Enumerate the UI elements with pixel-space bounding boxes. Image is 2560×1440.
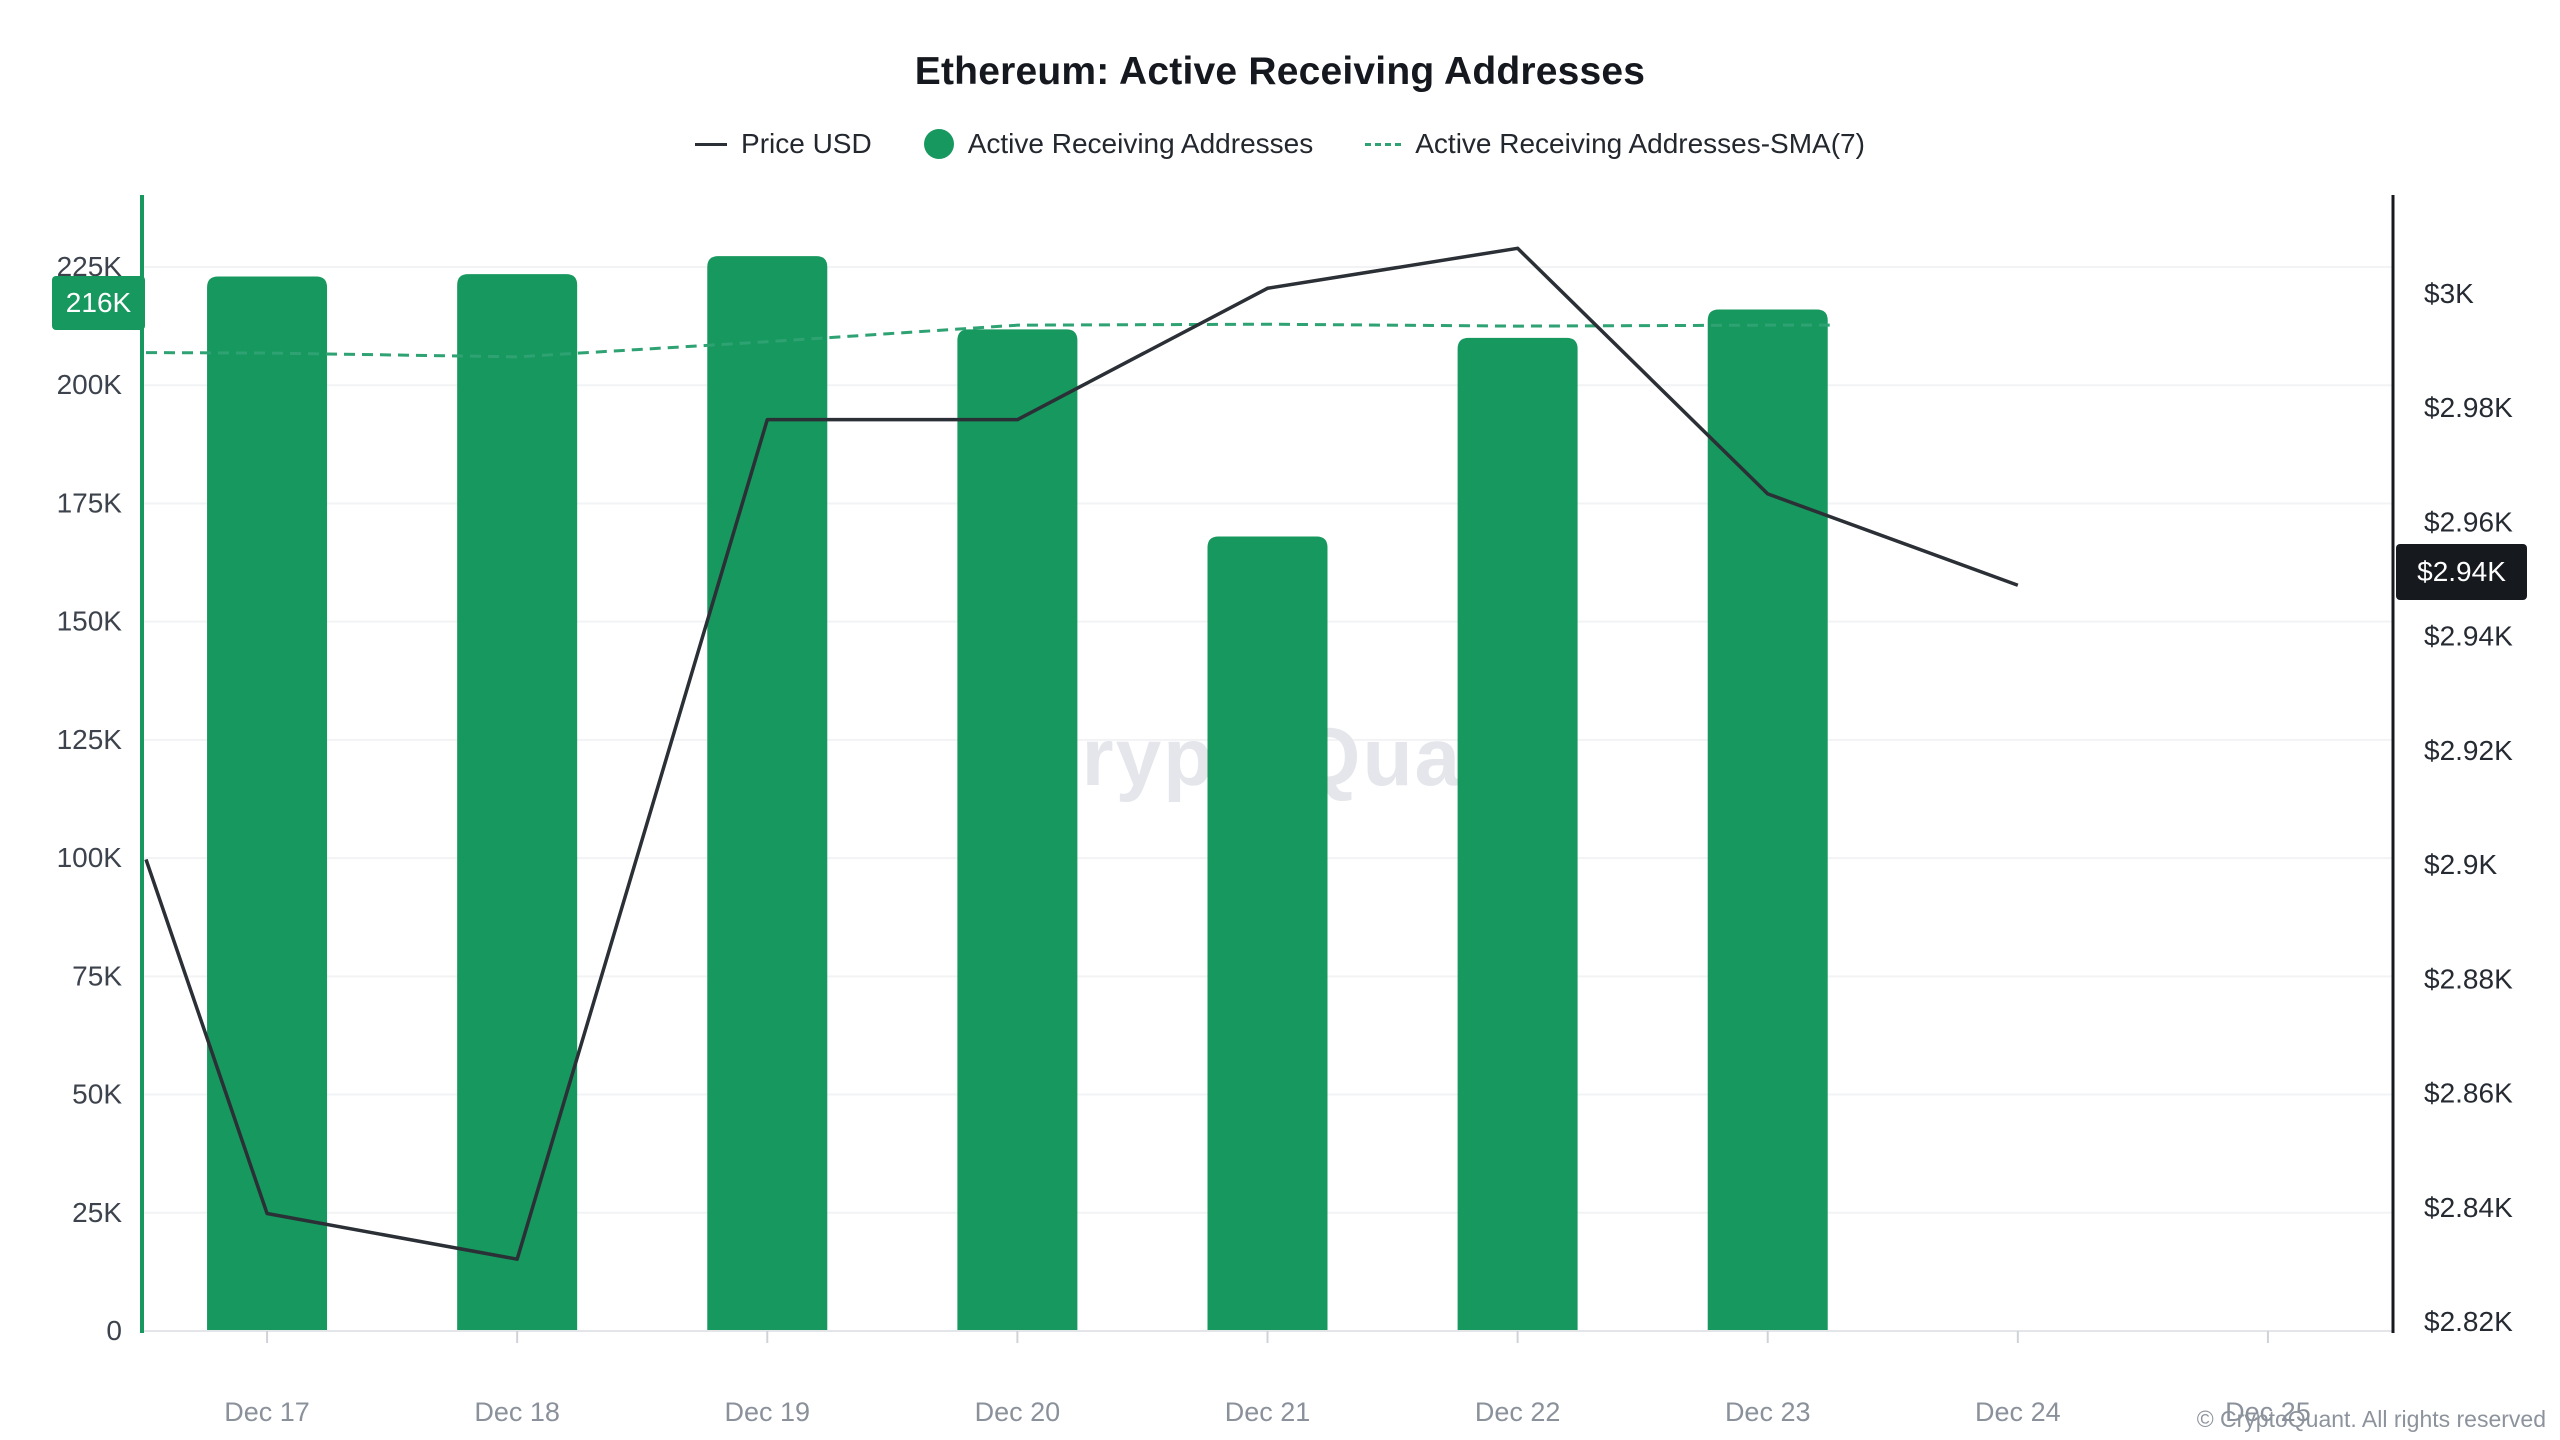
legend-item-sma7[interactable]: Active Receiving Addresses-SMA(7): [1365, 128, 1865, 160]
bar-dec-17[interactable]: [207, 276, 328, 1331]
x-axis-tick-label: Dec 21: [1225, 1397, 1311, 1427]
y-axis-left-tick-label: 200K: [57, 369, 123, 400]
legend-label-price-usd: Price USD: [741, 128, 872, 159]
price-line-marker-icon: [695, 142, 728, 146]
bar-dec-23[interactable]: [1707, 309, 1828, 1331]
x-axis-tick-label: Dec 17: [224, 1397, 310, 1427]
legend-item-active-receiving-addresses[interactable]: Active Receiving Addresses: [923, 128, 1314, 160]
y-axis-left-tick-label: 75K: [72, 960, 122, 991]
bar-dec-22[interactable]: [1457, 337, 1578, 1331]
y-axis-right-tick-label: $2.9K: [2424, 849, 2497, 880]
x-axis-tick-label: Dec 24: [1975, 1397, 2061, 1427]
bar-dec-21[interactable]: [1207, 536, 1328, 1331]
legend: Price USD Active Receiving Addresses Act…: [0, 122, 2560, 166]
y-axis-right-tick-label: $2.86K: [2424, 1078, 2513, 1109]
x-axis-tick-label: Dec 18: [474, 1397, 560, 1427]
bar-dec-19[interactable]: [707, 256, 828, 1332]
copyright-attribution: © CryptoQuant. All rights reserved: [2196, 1406, 2546, 1432]
legend-label-active-receiving-addresses: Active Receiving Addresses: [967, 128, 1314, 159]
y-axis-right-tick-label: $2.92K: [2424, 735, 2513, 766]
x-axis-tick-label: Dec 23: [1725, 1397, 1811, 1427]
y-axis-right-tick-label: $2.96K: [2424, 506, 2513, 537]
x-axis-tick-label: Dec 19: [724, 1397, 810, 1427]
bar-dec-18[interactable]: [457, 274, 578, 1332]
y-axis-left-tick-label: 150K: [57, 606, 123, 637]
y-axis-right-tick-label: $2.98K: [2424, 392, 2513, 423]
bar-dec-20[interactable]: [957, 329, 1078, 1331]
y-axis-left-tick-label: 0: [106, 1315, 122, 1346]
bar-series-marker-icon: [923, 129, 954, 159]
last-value-badge-price: $2.94K: [2396, 544, 2527, 600]
last-value-badge-addresses: 216K: [52, 276, 145, 330]
y-axis-right-tick-label: $2.82K: [2424, 1306, 2513, 1337]
sma-dashed-marker-icon: [1365, 142, 1402, 146]
y-axis-left-tick-label: 125K: [57, 724, 123, 755]
legend-item-price-usd[interactable]: Price USD: [695, 128, 872, 160]
sma7-dashed-line: [145, 322, 1830, 359]
y-axis-left-tick-label: 25K: [72, 1197, 122, 1228]
y-axis-right-tick-label: $2.88K: [2424, 963, 2513, 994]
price-usd-line: [144, 246, 2019, 1261]
x-axis-tick-label: Dec 20: [975, 1397, 1061, 1427]
chart-title: Ethereum: Active Receiving Addresses: [914, 50, 1646, 93]
x-axis-tick-label: Dec 22: [1475, 1397, 1561, 1427]
y-axis-right-tick-label: $2.94K: [2424, 621, 2513, 652]
x-axis-tick-label: Dec 25: [2225, 1397, 2311, 1427]
y-axis-left-tick-label: 50K: [72, 1079, 122, 1110]
y-axis-left-tick-label: 100K: [57, 842, 123, 873]
y-axis-left-tick-label: 175K: [57, 487, 123, 518]
y-axis-right-tick-label: $3K: [2424, 278, 2474, 309]
legend-label-sma7: Active Receiving Addresses-SMA(7): [1415, 128, 1865, 159]
y-axis-right-tick-label: $2.84K: [2424, 1192, 2513, 1223]
